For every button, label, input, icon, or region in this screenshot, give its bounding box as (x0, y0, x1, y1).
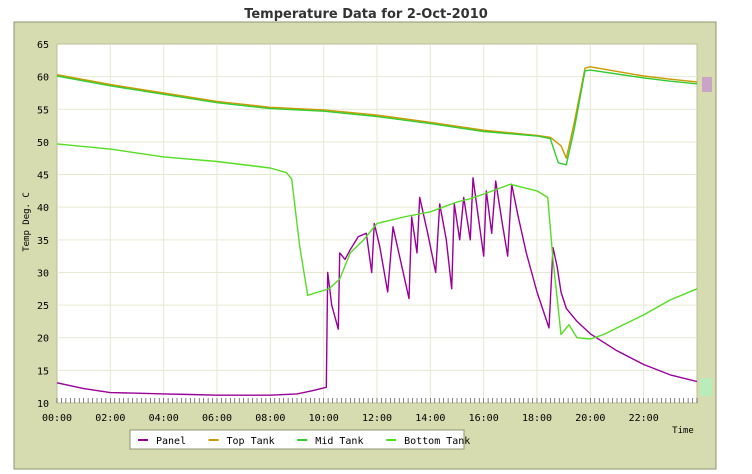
right-markers (700, 77, 712, 396)
y-tick-label: 10 (37, 399, 49, 410)
legend-entry: Bottom Tank (404, 436, 470, 447)
series-line-top-tank (56, 66, 698, 159)
y-tick-label: 60 (37, 73, 49, 84)
x-tick-label: 12:00 (362, 413, 392, 424)
x-tick-label: 22:00 (629, 413, 659, 424)
x-tick-label: 18:00 (522, 413, 552, 424)
grid-lines (57, 44, 697, 403)
series-line-mid-tank (56, 69, 698, 166)
x-tick-label: 06:00 (202, 413, 232, 424)
x-tick-label: 08:00 (255, 413, 285, 424)
y-tick-label: 55 (37, 105, 49, 116)
x-tick-label: 04:00 (149, 413, 179, 424)
x-minor-ticks (56, 398, 698, 403)
y-tick-label: 35 (37, 236, 49, 247)
x-tick-label: 00:00 (42, 413, 72, 424)
series-lines (56, 66, 698, 396)
y-tick-label: 30 (37, 268, 49, 279)
top-marker (702, 77, 712, 92)
legend-entry: Top Tank (227, 436, 275, 447)
y-tick-label: 40 (37, 203, 49, 214)
legend-box (129, 429, 465, 450)
y-tick-label: 15 (37, 366, 49, 377)
legend-entry: Panel (156, 436, 186, 447)
legend: Panel Top Tank Mid Tank Bottom Tank (138, 436, 470, 447)
x-tick-label: 10:00 (309, 413, 339, 424)
x-tick-label: 14:00 (415, 413, 445, 424)
series-line-bottom-tank (56, 143, 698, 340)
x-tick-label: 16:00 (469, 413, 499, 424)
x-tick-label: 20:00 (575, 413, 605, 424)
y-tick-label: 20 (37, 334, 49, 345)
x-axis-label: Time (672, 426, 694, 436)
bottom-marker (700, 378, 712, 396)
chart-title: Temperature Data for 2-Oct-2010 (244, 7, 488, 22)
x-tick-label: 02:00 (95, 413, 125, 424)
series-line-panel (56, 177, 698, 396)
y-tick-labels: 10 15 20 25 30 35 40 45 50 55 60 65 (37, 40, 49, 410)
x-tick-labels: 00:00 02:00 04:00 06:00 08:00 10:00 12:00 14:00… (42, 413, 659, 424)
y-tick-label: 65 (37, 40, 49, 51)
y-tick-label: 50 (37, 138, 49, 149)
y-axis-label: Temp Deg. C (22, 192, 32, 252)
y-tick-label: 45 (37, 171, 49, 182)
y-tick-label: 25 (37, 301, 49, 312)
legend-entry: Mid Tank (315, 436, 363, 447)
